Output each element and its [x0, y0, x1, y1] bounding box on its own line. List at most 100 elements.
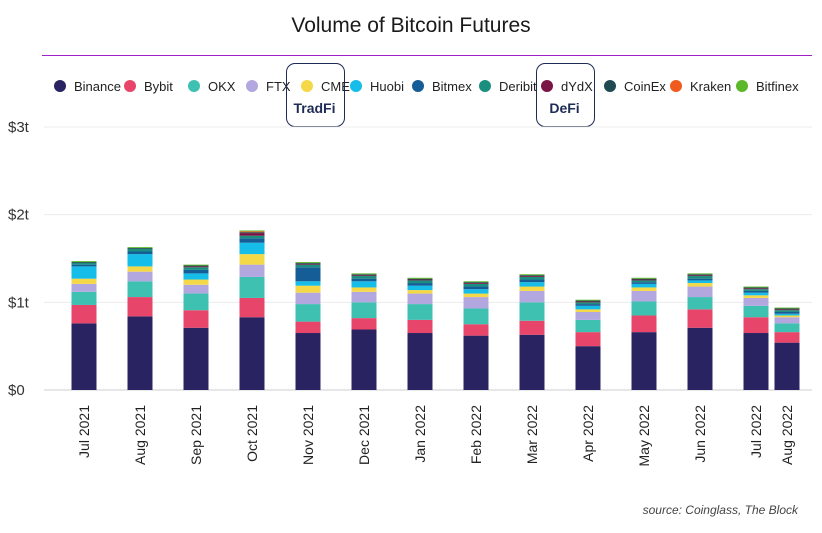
- legend-marker: [246, 80, 258, 92]
- bar-segment-bybit: [127, 297, 153, 317]
- legend-marker: [54, 80, 66, 92]
- bar-segment-deribit: [519, 276, 545, 280]
- bar-segment-okx: [743, 305, 769, 318]
- title-divider: [42, 55, 812, 56]
- bar-segment-huobi: [127, 254, 153, 267]
- legend-marker: [412, 80, 424, 92]
- bar-segment-ftx: [519, 290, 545, 303]
- bar-segment-dydx: [351, 275, 377, 277]
- bar-segment-coinex: [71, 262, 97, 263]
- bar-segment-dydx: [687, 275, 713, 277]
- bar-segment-bitfinex: [519, 274, 545, 276]
- bar-segment-coinex: [687, 274, 713, 276]
- legend-item-bitmex: Bitmex: [412, 78, 472, 94]
- bar-segment-ftx: [743, 297, 769, 306]
- legend-marker: [188, 80, 200, 92]
- bar-segment-bitmex: [239, 238, 265, 243]
- bar-segment-cme: [463, 293, 489, 298]
- bar-segment-coinex: [351, 274, 377, 276]
- bar-segment-ftx: [71, 283, 97, 292]
- x-tick-label: Jul 2021: [76, 405, 92, 458]
- bar-segment-binance: [774, 342, 800, 390]
- bar-segment-binance: [631, 332, 657, 390]
- bar-segment-binance: [127, 316, 153, 390]
- legend-marker: [736, 80, 748, 92]
- bar-segment-binance: [183, 327, 209, 390]
- legend-label: Huobi: [370, 78, 404, 94]
- bar-segment-dydx: [463, 283, 489, 284]
- bar-segment-bitmex: [519, 279, 545, 283]
- bar-segment-cme: [127, 266, 153, 272]
- y-tick-label: $1t: [8, 294, 30, 311]
- bar-segment-deribit: [774, 310, 800, 312]
- legend-label: FTX: [266, 78, 291, 94]
- bar-segment-bybit: [743, 317, 769, 334]
- bar-segment-bitfinex: [463, 281, 489, 283]
- bar-segment-bitmex: [743, 290, 769, 293]
- bar-segment-okx: [351, 302, 377, 319]
- legend-marker: [541, 80, 553, 92]
- bar-stack-aug-2022: [774, 307, 800, 390]
- bar-stack-jan-2022: [407, 277, 433, 390]
- bar-segment-okx: [295, 304, 321, 322]
- bar-segment-deribit: [687, 276, 713, 279]
- x-tick-label: Nov 2021: [300, 405, 316, 465]
- bar-segment-cme: [295, 285, 321, 293]
- legend-marker: [350, 80, 362, 92]
- bar-segment-dydx: [575, 301, 601, 303]
- bar-segment-cme: [774, 315, 800, 318]
- bar-segment-ftx: [183, 284, 209, 294]
- bar-segment-huobi: [351, 281, 377, 288]
- bar-segment-bitmex: [687, 278, 713, 281]
- bar-segment-bitmex: [71, 264, 97, 267]
- bar-segment-coinex: [239, 232, 265, 234]
- legend-marker: [124, 80, 136, 92]
- bar-segment-deribit: [407, 280, 433, 284]
- bar-segment-bitmex: [774, 311, 800, 314]
- bar-segment-bitmex: [463, 286, 489, 290]
- bar-segment-deribit: [239, 235, 265, 239]
- bar-segment-coinex: [519, 275, 545, 277]
- bar-segment-cme: [71, 278, 97, 284]
- bar-segment-binance: [575, 346, 601, 390]
- bar-segment-ftx: [575, 311, 601, 320]
- bar-segment-bybit: [687, 309, 713, 328]
- bar-segment-dydx: [295, 263, 321, 265]
- bar-segment-dydx: [183, 266, 209, 268]
- bar-segment-bitfinex: [295, 262, 321, 263]
- bar-segment-dydx: [774, 309, 800, 311]
- bar-segment-coinex: [127, 247, 153, 249]
- legend-label: OKX: [208, 78, 236, 94]
- bar-segment-okx: [127, 281, 153, 298]
- legend-item-bybit: Bybit: [124, 78, 173, 94]
- y-tick-label: $0: [8, 382, 25, 399]
- bar-segment-bitmex: [183, 269, 209, 274]
- bar-stack-jul-2021: [71, 261, 97, 390]
- bar-segment-dydx: [519, 276, 545, 277]
- bar-segment-bybit: [575, 332, 601, 347]
- bar-segment-bybit: [239, 297, 265, 318]
- bar-segment-bitfinex: [239, 230, 265, 232]
- bar-segment-huobi: [407, 285, 433, 291]
- bar-segment-okx: [575, 319, 601, 333]
- legend-item-dydx: dYdX: [541, 78, 593, 94]
- legend-label: dYdX: [561, 78, 593, 94]
- legend-item-coinex: CoinEx: [604, 78, 666, 94]
- bar-segment-coinex: [295, 262, 321, 264]
- bar-segment-huobi: [71, 266, 97, 279]
- bar-segment-cme: [631, 287, 657, 291]
- bar-segment-bitmex: [407, 283, 433, 286]
- bar-segment-deribit: [71, 262, 97, 265]
- bar-segment-dydx: [407, 279, 433, 281]
- y-tick-label: $3t: [8, 119, 30, 136]
- bar-segment-huobi: [575, 305, 601, 310]
- bar-segment-bitfinex: [631, 277, 657, 279]
- bar-segment-ftx: [351, 291, 377, 303]
- legend-item-okx: OKX: [188, 78, 235, 94]
- bar-segment-bitfinex: [351, 273, 377, 275]
- bar-segment-bitmex: [575, 304, 601, 306]
- bar-segment-deribit: [351, 276, 377, 279]
- bar-stack-jul-2022: [743, 286, 769, 390]
- y-axis-ticks: $0 $1t $2t $3t: [8, 119, 30, 399]
- bar-segment-binance: [407, 333, 433, 390]
